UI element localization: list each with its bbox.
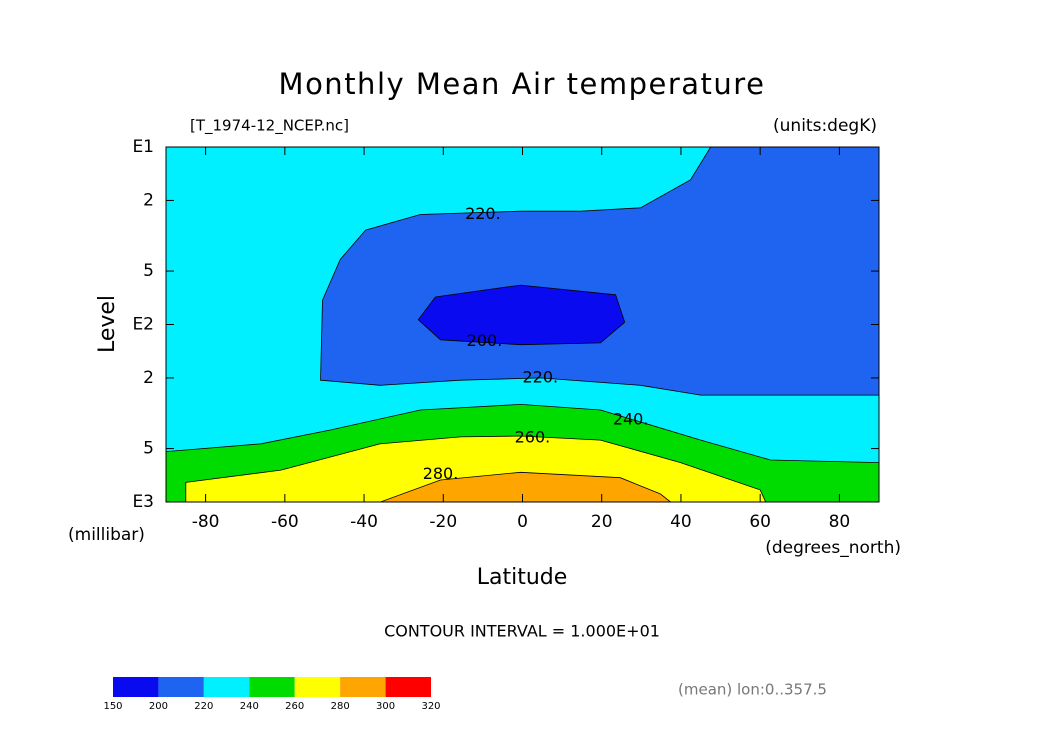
colorbar-label: 240: [240, 701, 259, 712]
colorbar-box: [158, 677, 204, 697]
y-tick-label: 2: [143, 368, 154, 388]
x-tick-label: 60: [749, 512, 771, 532]
contour-label: 220.: [465, 204, 501, 223]
subtitle: [T_1974-12_NCEP.nc]: [190, 117, 349, 136]
y-tick-label: E1: [132, 137, 154, 157]
colorbar-box: [340, 677, 386, 697]
y-tick-label: E3: [132, 492, 154, 512]
contour-label: 260.: [515, 427, 551, 446]
y-units: (millibar): [68, 525, 145, 545]
colorbar-box: [294, 677, 341, 697]
contour-interval: CONTOUR INTERVAL = 1.000E+01: [384, 622, 660, 641]
contour-label: 280.: [423, 464, 459, 483]
y-tick-label: 5: [143, 439, 154, 459]
x-tick-label: -80: [192, 512, 220, 532]
colorbar-box: [113, 677, 159, 697]
footer: (mean) lon:0..357.5: [678, 681, 827, 699]
colorbar-box: [249, 677, 295, 697]
x-axis-label: Latitude: [477, 565, 568, 590]
chart-title: Monthly Mean Air temperature: [279, 67, 766, 101]
x-units: (degrees_north): [765, 538, 901, 558]
colorbar-label: 320: [421, 701, 440, 712]
colorbar-label: 220: [194, 701, 213, 712]
contour-label: 220.: [523, 367, 559, 386]
colorbar-label: 150: [103, 701, 122, 712]
x-tick-label: -60: [271, 512, 299, 532]
x-tick-label: 0: [517, 512, 528, 532]
x-tick-label: 40: [670, 512, 692, 532]
y-tick-label: 5: [143, 261, 154, 281]
x-tick-label: 80: [829, 512, 851, 532]
contour-label: 200.: [467, 331, 503, 350]
y-tick-label: 2: [143, 190, 154, 210]
filled-region: [417, 284, 626, 346]
colorbar-label: 260: [285, 701, 304, 712]
y-tick-label: E2: [132, 315, 154, 335]
colorbar-label: 280: [331, 701, 350, 712]
units-label: (units:degK): [773, 116, 877, 136]
contour-label: 240.: [613, 409, 649, 428]
x-tick-label: -40: [350, 512, 378, 532]
x-tick-label: -20: [429, 512, 457, 532]
colorbar-box: [203, 677, 250, 697]
filled-region: [380, 471, 672, 502]
y-axis-label: Level: [95, 295, 120, 353]
colorbar-label: 300: [376, 701, 395, 712]
x-tick-label: 20: [591, 512, 613, 532]
colorbar-label: 200: [149, 701, 168, 712]
field-layer: [166, 147, 879, 502]
colorbar-box: [385, 677, 431, 697]
